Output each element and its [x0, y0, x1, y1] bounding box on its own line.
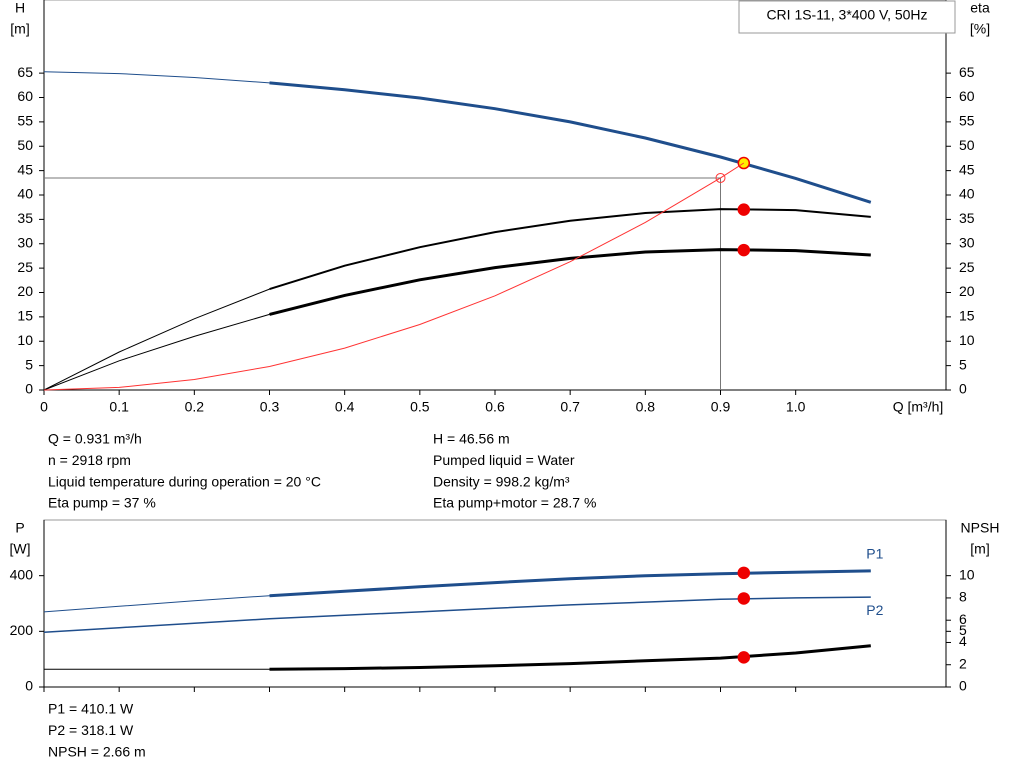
x-tick-label: 0.2	[185, 399, 205, 415]
y2-axis-label: NPSH	[961, 520, 1000, 536]
y2-axis-label: [m]	[970, 541, 989, 557]
y-tick-label: 0	[25, 381, 33, 397]
y2-tick-label: 5	[959, 356, 967, 372]
y-axis-label: H	[15, 0, 25, 16]
y2-tick-label: 6	[959, 611, 967, 627]
info-line: Liquid temperature during operation = 20…	[48, 473, 321, 489]
y2-tick-label: 65	[959, 64, 975, 80]
x-tick-label: 0.3	[260, 399, 280, 415]
info-line: n = 2918 rpm	[48, 452, 131, 468]
y-tick-label: 55	[17, 113, 33, 129]
curve	[269, 81, 872, 204]
operating-point	[737, 592, 751, 605]
y-tick-label: 15	[17, 308, 33, 324]
y2-axis-label: eta	[970, 0, 990, 16]
y-tick-label: 30	[17, 234, 33, 250]
curve	[269, 248, 871, 316]
y-tick-label: 35	[17, 210, 33, 226]
y2-tick-label: 50	[959, 137, 975, 153]
x-tick-label: 1.0	[786, 399, 806, 415]
series-label: P2	[866, 602, 883, 618]
y-tick-label: 50	[17, 137, 33, 153]
series-label: P1	[866, 546, 883, 562]
info-line: Eta pump = 37 %	[48, 495, 156, 511]
info-line: NPSH = 2.66 m	[48, 743, 146, 759]
x-tick-label: 0.5	[410, 399, 430, 415]
operating-point	[737, 243, 751, 257]
info-line: Pumped liquid = Water	[433, 452, 575, 468]
curve	[269, 569, 871, 598]
x-tick-label: 0.9	[711, 399, 731, 415]
y-tick-label: 0	[25, 678, 33, 694]
y2-tick-label: 10	[959, 566, 975, 582]
curve	[43, 595, 270, 613]
y-tick-label: 40	[17, 186, 33, 202]
y2-tick-label: 60	[959, 88, 975, 104]
y-tick-label: 25	[17, 259, 33, 275]
y2-tick-label: 30	[959, 234, 975, 250]
operating-point	[737, 566, 751, 580]
y-tick-label: 45	[17, 161, 33, 177]
x-tick-label: 0.4	[335, 399, 355, 415]
chart-title: CRI 1S-11, 3*400 V, 50Hz	[766, 7, 927, 23]
y-axis-label: [m]	[10, 21, 29, 37]
y-axis-label: [W]	[10, 541, 31, 557]
operating-point	[737, 651, 751, 664]
y2-tick-label: 5	[959, 622, 967, 638]
curve	[269, 208, 871, 291]
curve	[43, 71, 270, 84]
curve	[43, 162, 745, 391]
info-line: Eta pump+motor = 28.7 %	[433, 495, 596, 511]
info-line: P2 = 318.1 W	[48, 722, 134, 738]
plot-frame	[43, 0, 947, 391]
curve	[43, 596, 871, 633]
y-tick-label: 20	[17, 283, 33, 299]
y2-tick-label: 55	[959, 113, 975, 129]
y-tick-label: 5	[25, 356, 33, 372]
y2-tick-label: 8	[959, 589, 967, 605]
info-line: H = 46.56 m	[433, 431, 510, 447]
info-line: Q = 0.931 m³/h	[48, 431, 142, 447]
y2-tick-label: 10	[959, 332, 975, 348]
y2-tick-label: 35	[959, 210, 975, 226]
y-axis-label: P	[15, 520, 24, 536]
x-tick-label: 0.8	[636, 399, 656, 415]
info-line: P1 = 410.1 W	[48, 701, 134, 717]
y2-tick-label: 40	[959, 186, 975, 202]
y-tick-label: 60	[17, 88, 33, 104]
curve	[43, 313, 270, 391]
y2-tick-label: 20	[959, 283, 975, 299]
y2-axis-label: [%]	[970, 21, 990, 37]
info-line: Density = 998.2 kg/m³	[433, 473, 570, 489]
y2-tick-label: 0	[959, 678, 967, 694]
y2-tick-label: 15	[959, 308, 975, 324]
y2-tick-label: 2	[959, 655, 967, 671]
x-tick-label: 0.1	[109, 399, 129, 415]
x-tick-label: 0	[40, 399, 48, 415]
x-tick-label: 0.7	[560, 399, 580, 415]
y2-tick-label: 0	[959, 381, 967, 397]
y2-tick-label: 4	[959, 633, 967, 649]
x-tick-label: 0.6	[485, 399, 505, 415]
title-box	[738, 0, 956, 34]
operating-point	[737, 203, 751, 216]
x-axis-label: Q [m³/h]	[893, 399, 944, 415]
y2-tick-label: 25	[959, 259, 975, 275]
curve	[43, 288, 270, 391]
curve	[269, 644, 871, 671]
y-tick-label: 10	[17, 332, 33, 348]
guide-point	[715, 172, 726, 183]
y2-tick-label: 45	[959, 161, 975, 177]
plot-frame	[43, 519, 947, 688]
y-tick-label: 200	[10, 622, 34, 638]
y-tick-label: 400	[10, 566, 34, 582]
y-tick-label: 65	[17, 64, 33, 80]
